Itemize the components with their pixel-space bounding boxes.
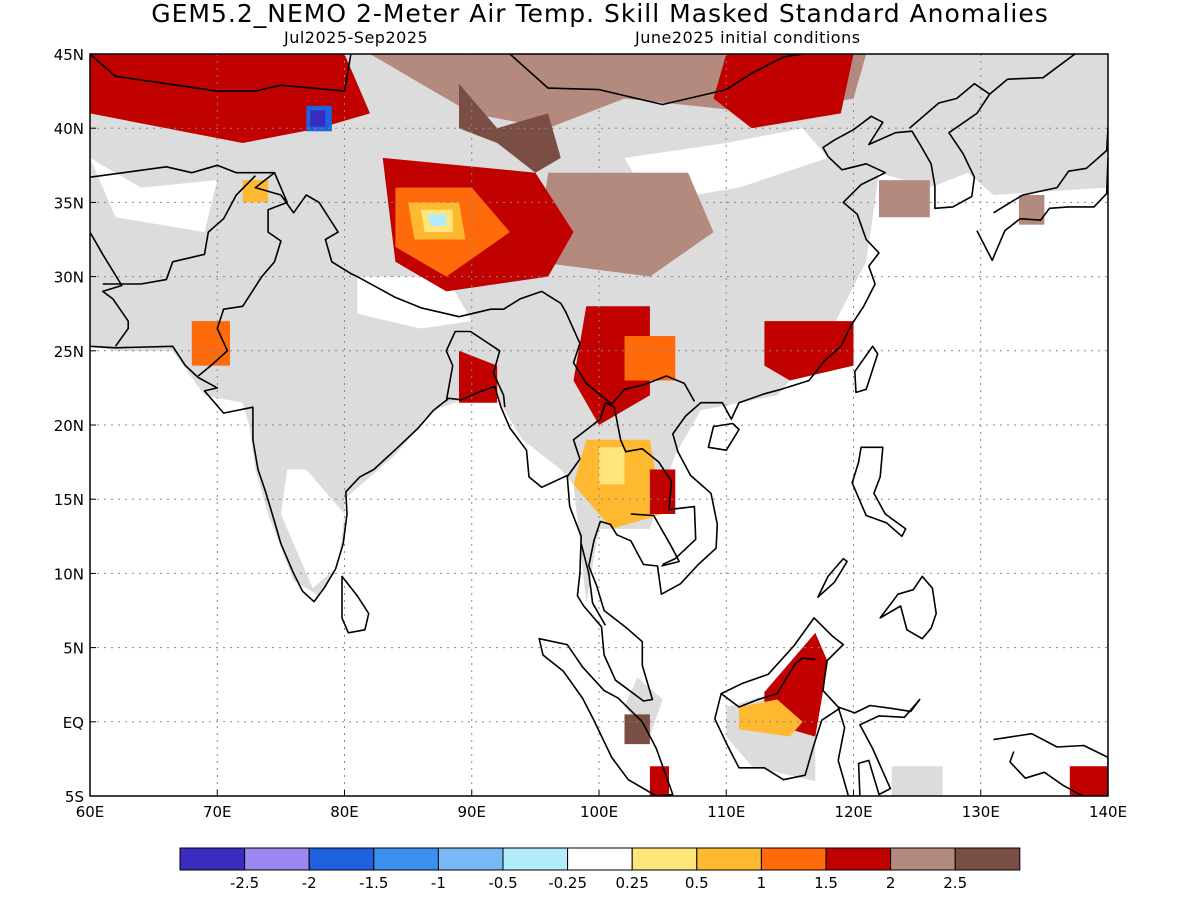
- india-pak-border: [197, 172, 289, 377]
- inner-mongolia-warm: [713, 54, 854, 129]
- y-tick-label: 30N: [54, 269, 84, 287]
- mongolia-strong: [459, 83, 561, 173]
- x-tick-label: 90E: [457, 803, 486, 821]
- hainan-coast: [707, 422, 740, 452]
- colorbar-label: 2.5: [943, 874, 967, 892]
- iran-border: [90, 231, 129, 347]
- thailand-yellow: [599, 447, 625, 485]
- coastlines: [90, 54, 1108, 796]
- central-asia-warm: [90, 54, 370, 143]
- mindanao-coast: [879, 575, 938, 640]
- colorbar-swatch: [696, 847, 762, 871]
- colorbar-label: 1: [757, 874, 767, 892]
- kazakh-border: [90, 54, 353, 92]
- y-tick-label: 20N: [54, 417, 84, 435]
- x-tick-label: 100E: [580, 803, 618, 821]
- sumatra-grey: [624, 677, 663, 737]
- new-guinea-coast: [993, 732, 1108, 796]
- himalaya-white: [357, 276, 472, 329]
- guangxi-orange: [624, 336, 676, 381]
- colorbar: -2.5 -2 -1.5 -1 -0.5 -0.25 0.25 0.5 1 1.5 2 2.5: [179, 847, 1021, 892]
- colorbar-swatch: [308, 847, 375, 871]
- colorbar-swatch: [567, 847, 633, 871]
- sulawesi-coast: [837, 698, 921, 796]
- colorbar-swatch: [502, 847, 569, 871]
- y-tick-label: 5N: [63, 640, 84, 658]
- colorbar-label: -2: [302, 874, 317, 892]
- colorbar-swatch: [437, 847, 504, 871]
- sri-lanka-coast: [341, 575, 370, 634]
- colorbar-swatch: [954, 847, 1021, 871]
- y-tick-label: 25N: [54, 343, 84, 361]
- himalaya-border: [90, 164, 696, 406]
- colorbar-swatch: [244, 847, 310, 871]
- x-tick-label: 70E: [203, 803, 232, 821]
- colorbar-label: 2: [886, 874, 896, 892]
- new-guinea-warm: [1069, 766, 1108, 796]
- y-tick-label: 5S: [65, 788, 84, 806]
- luzon-coast: [851, 446, 907, 538]
- valid-period: Jul2025-Sep2025: [284, 28, 429, 47]
- colorbar-label: -2.5: [230, 874, 259, 892]
- colorbar-label: 0.5: [685, 874, 709, 892]
- cambodia-border: [630, 513, 681, 567]
- taiwan-coast: [853, 345, 879, 394]
- af-pak-border: [102, 175, 256, 285]
- x-tick-label: 140E: [1089, 803, 1127, 821]
- x-tick-label: 130E: [962, 803, 1000, 821]
- colorbar-swatch: [825, 847, 892, 871]
- borneo-coast: [713, 617, 845, 781]
- korea-north-border: [908, 82, 991, 129]
- y-tick-label: 45N: [54, 46, 84, 64]
- colorbar-swatch: [179, 847, 246, 871]
- sulawesi-grey: [891, 766, 943, 796]
- x-tick-label: 110E: [707, 803, 745, 821]
- y-tick-label: 15N: [54, 491, 84, 509]
- axis-ticks: 60E 70E 80E 90E 100E 110E 120E 130E 140E 5S EQ 5N 10…: [54, 46, 1127, 821]
- colorbar-swatch: [890, 847, 956, 871]
- colorbar-label: 1.5: [814, 874, 838, 892]
- pakistan-orange: [191, 321, 230, 366]
- mongolia-border: [507, 54, 804, 106]
- korea-warm: [878, 180, 930, 218]
- colorbar-swatch: [760, 847, 827, 871]
- colorbar-label: -1.5: [359, 874, 388, 892]
- palawan-coast: [817, 557, 848, 598]
- indochina-borders: [566, 401, 697, 566]
- colorbar-swatch: [373, 847, 439, 871]
- bangladesh-border: [445, 330, 506, 408]
- yunnan-warm: [573, 306, 650, 425]
- colorbar-swatch: [631, 847, 698, 871]
- y-tick-label: 40N: [54, 120, 84, 138]
- sichuan-warm: [535, 172, 714, 277]
- se-china-warm: [764, 321, 854, 381]
- colorbar-label: -0.5: [488, 874, 517, 892]
- afghan-white: [90, 157, 218, 233]
- borneo-border: [720, 657, 816, 708]
- mainland-coastline: [90, 54, 1076, 702]
- tibet-cool: [427, 214, 447, 227]
- laos-warm: [649, 469, 676, 514]
- colorbar-label: -0.25: [548, 874, 587, 892]
- x-tick-label: 80E: [330, 803, 359, 821]
- kra-border: [580, 543, 607, 626]
- kashmir-amber: [242, 180, 269, 203]
- colorbar-label: 0.25: [615, 874, 648, 892]
- x-tick-label: 60E: [76, 803, 105, 821]
- initial-conditions: June2025 initial conditions: [635, 28, 861, 47]
- map-title: GEM5.2_NEMO 2-Meter Air Temp. Skill Mask…: [151, 0, 1049, 28]
- borneo-amber: [739, 699, 803, 737]
- y-tick-label: 35N: [54, 194, 84, 212]
- x-tick-label: 120E: [834, 803, 872, 821]
- colorbar-label: -1: [431, 874, 446, 892]
- y-tick-label: 10N: [54, 565, 84, 583]
- sumatra-south-warm: [649, 766, 669, 796]
- y-tick-label: EQ: [63, 714, 84, 732]
- tarim-cold-core: [310, 110, 326, 127]
